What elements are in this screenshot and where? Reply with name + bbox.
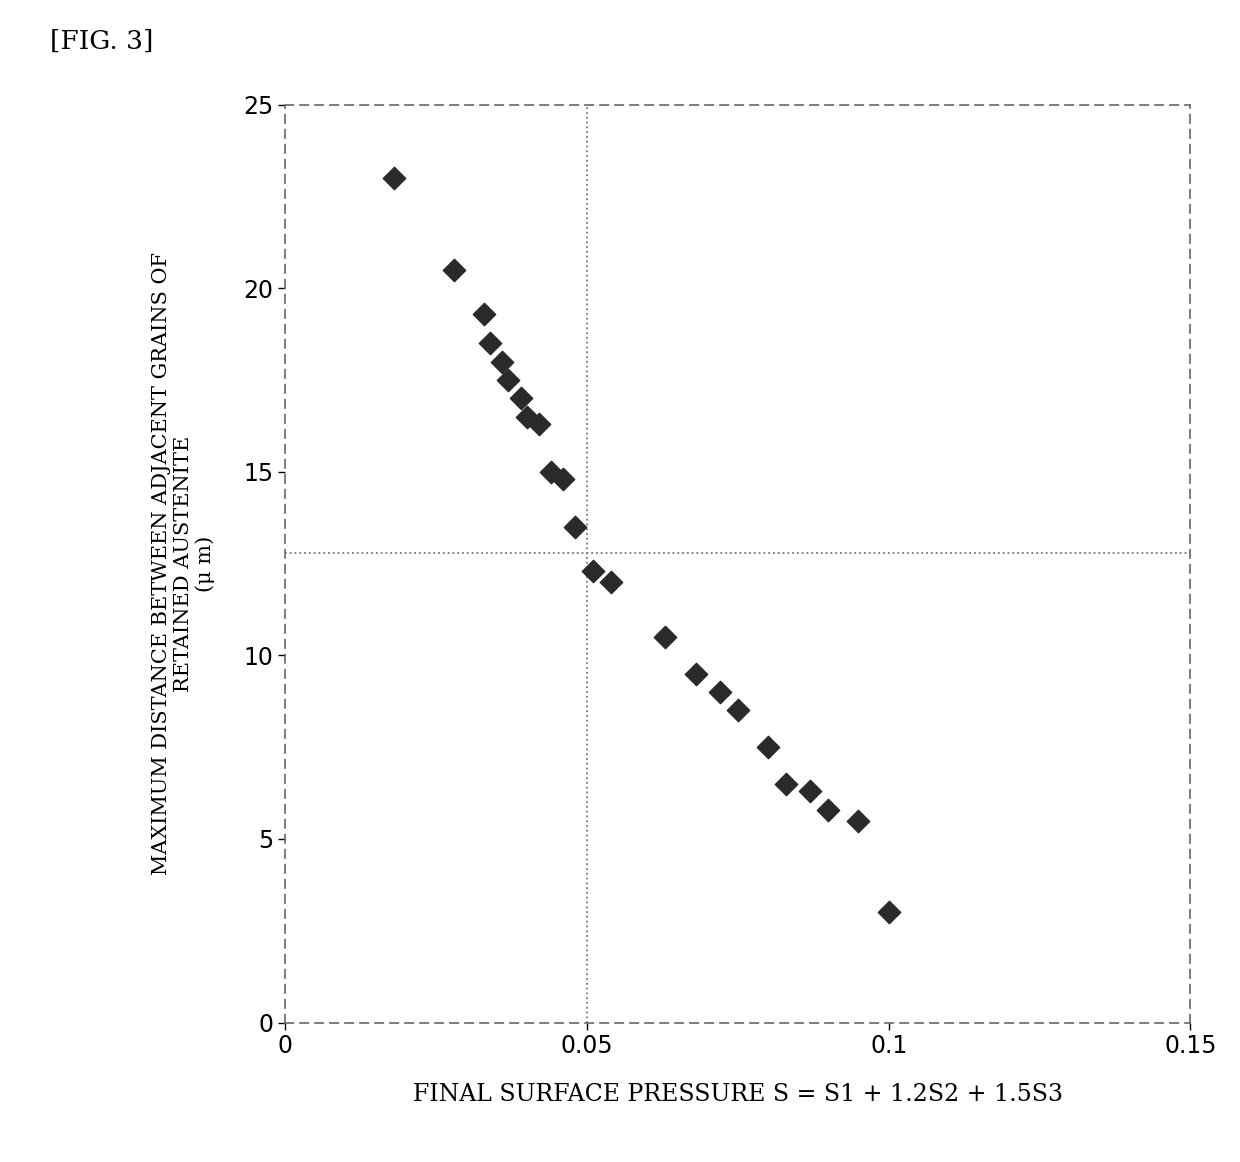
Point (728, 701, 748, 719)
X-axis label: FINAL SURFACE PRESSURE S = S1 + 1.2S2 + 1.5S3: FINAL SURFACE PRESSURE S = S1 + 1.2S2 + … (413, 1083, 1063, 1106)
Point (776, 775, 796, 794)
Point (848, 811, 868, 830)
Point (758, 738, 777, 756)
Point (475, 304, 495, 323)
Point (480, 333, 500, 352)
Text: [FIG. 3]: [FIG. 3] (50, 29, 153, 55)
Point (384, 168, 404, 187)
Point (498, 371, 518, 389)
Point (528, 415, 548, 433)
Point (601, 573, 621, 591)
Point (686, 665, 706, 683)
Point (565, 517, 585, 536)
Point (583, 561, 603, 580)
Point (709, 683, 729, 702)
Point (517, 408, 537, 426)
Point (541, 462, 560, 481)
Point (800, 782, 820, 801)
Point (492, 352, 512, 371)
Point (511, 389, 531, 408)
Point (444, 260, 464, 279)
Point (879, 903, 899, 921)
Point (656, 627, 676, 646)
Point (818, 801, 838, 819)
Y-axis label: MAXIMUM DISTANCE BETWEEN ADJACENT GRAINS OF
RETAINED AUSTENITE
(μ m): MAXIMUM DISTANCE BETWEEN ADJACENT GRAINS… (151, 252, 216, 875)
Point (553, 469, 573, 488)
